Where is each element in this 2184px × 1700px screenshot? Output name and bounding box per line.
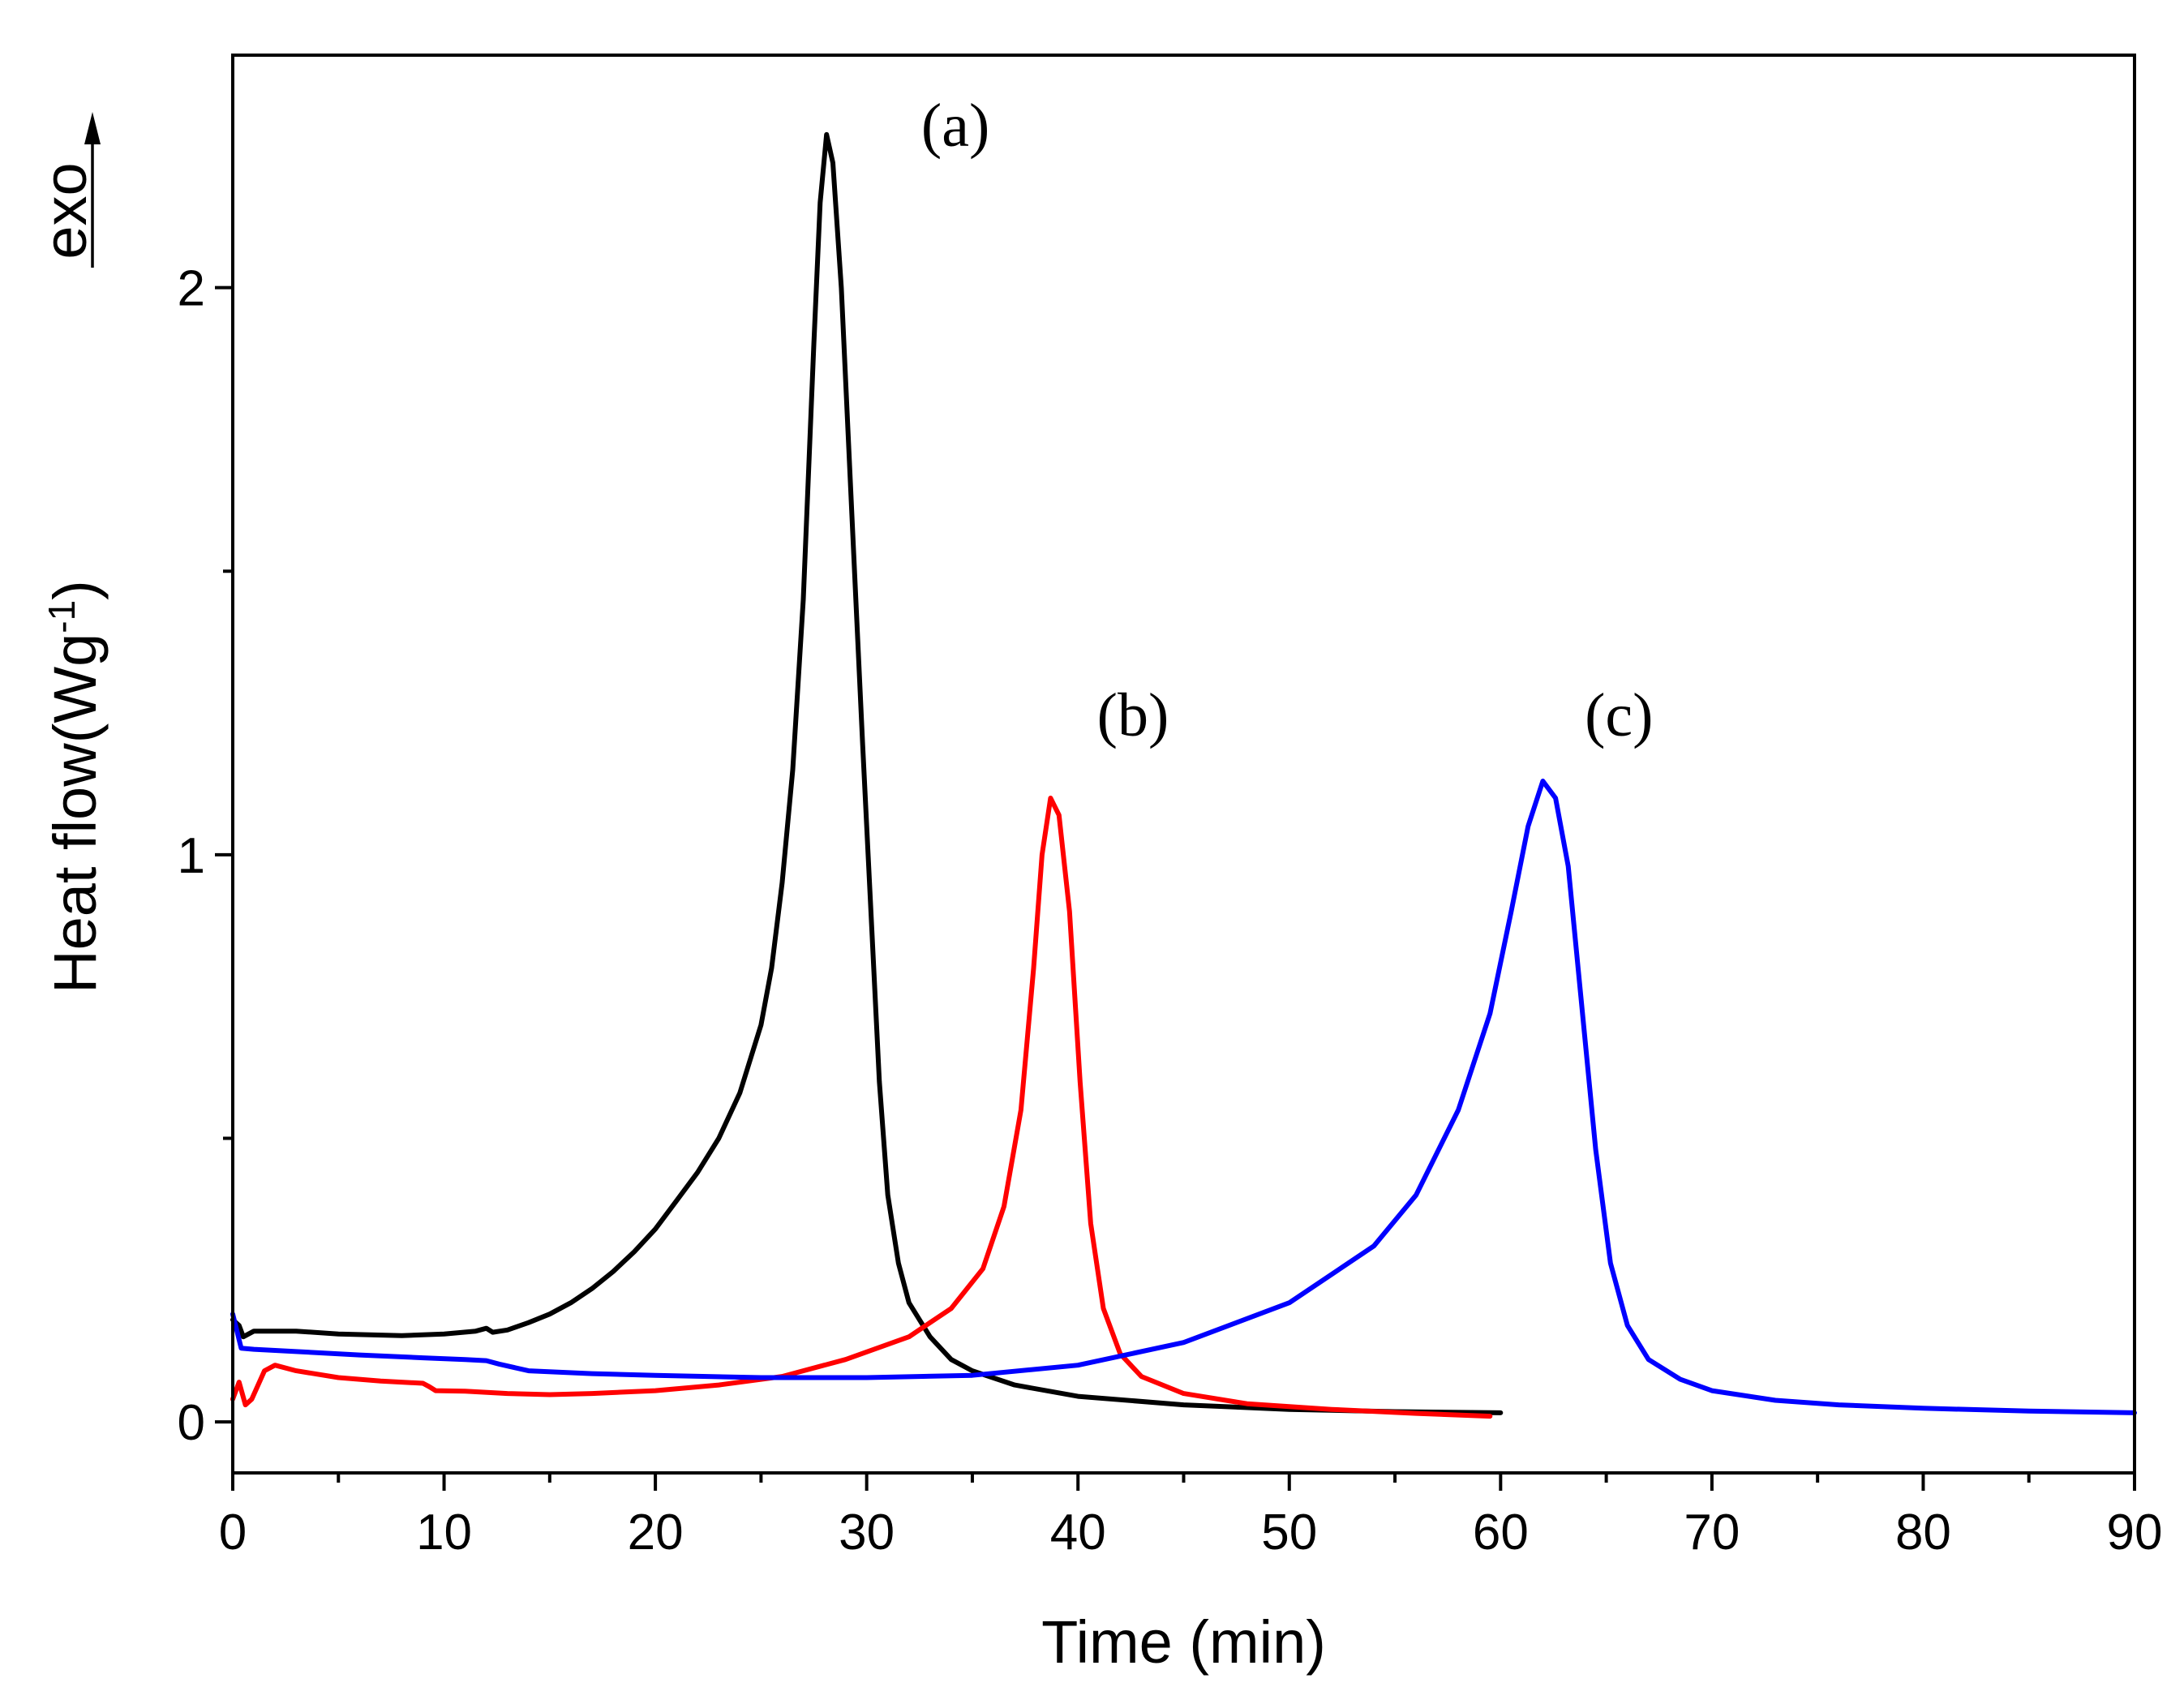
y-axis-title-superscript: -1 bbox=[41, 600, 83, 633]
x-axis-title: Time (min) bbox=[1041, 1608, 1326, 1676]
series-line-b bbox=[230, 796, 1493, 1419]
x-tick-label: 0 bbox=[219, 1505, 247, 1560]
series-label-c: (c) bbox=[1585, 681, 1653, 749]
y-axis-title-main: Heat flow(Wg bbox=[41, 633, 109, 994]
x-tick-label: 60 bbox=[1473, 1505, 1529, 1560]
y-tick-label: 1 bbox=[178, 828, 205, 884]
x-tick-label: 30 bbox=[839, 1505, 895, 1560]
exo-indicator: exo bbox=[32, 112, 101, 268]
exo-label: exo bbox=[32, 162, 99, 259]
series-layer bbox=[230, 131, 2137, 1419]
x-tick-label: 20 bbox=[628, 1505, 684, 1560]
x-tick-label: 10 bbox=[416, 1505, 472, 1560]
x-tick-label: 80 bbox=[1895, 1505, 1951, 1560]
y-tick-label: 2 bbox=[178, 261, 205, 317]
series-line-a bbox=[230, 131, 1504, 1415]
y-axis-title: Heat flow(Wg-1) bbox=[41, 580, 109, 994]
series-label-b: (b) bbox=[1097, 681, 1169, 749]
series-label-a: (a) bbox=[921, 92, 989, 160]
x-tick-label: 50 bbox=[1261, 1505, 1317, 1560]
x-tick-label: 70 bbox=[1684, 1505, 1740, 1560]
exo-arrow-head bbox=[84, 112, 101, 144]
x-tick-label: 90 bbox=[2107, 1505, 2163, 1560]
plot-frame bbox=[231, 54, 2136, 1475]
tick-layer: 0 10 20 30 40 50 60 70 80 90 0 1 2 bbox=[178, 261, 2163, 1560]
y-tick-label: 0 bbox=[178, 1395, 205, 1451]
series-line-c bbox=[230, 779, 2137, 1415]
y-axis-title-close: ) bbox=[41, 580, 109, 600]
x-tick-label: 40 bbox=[1050, 1505, 1106, 1560]
label-layer: (a) (b) (c) bbox=[921, 92, 1654, 749]
